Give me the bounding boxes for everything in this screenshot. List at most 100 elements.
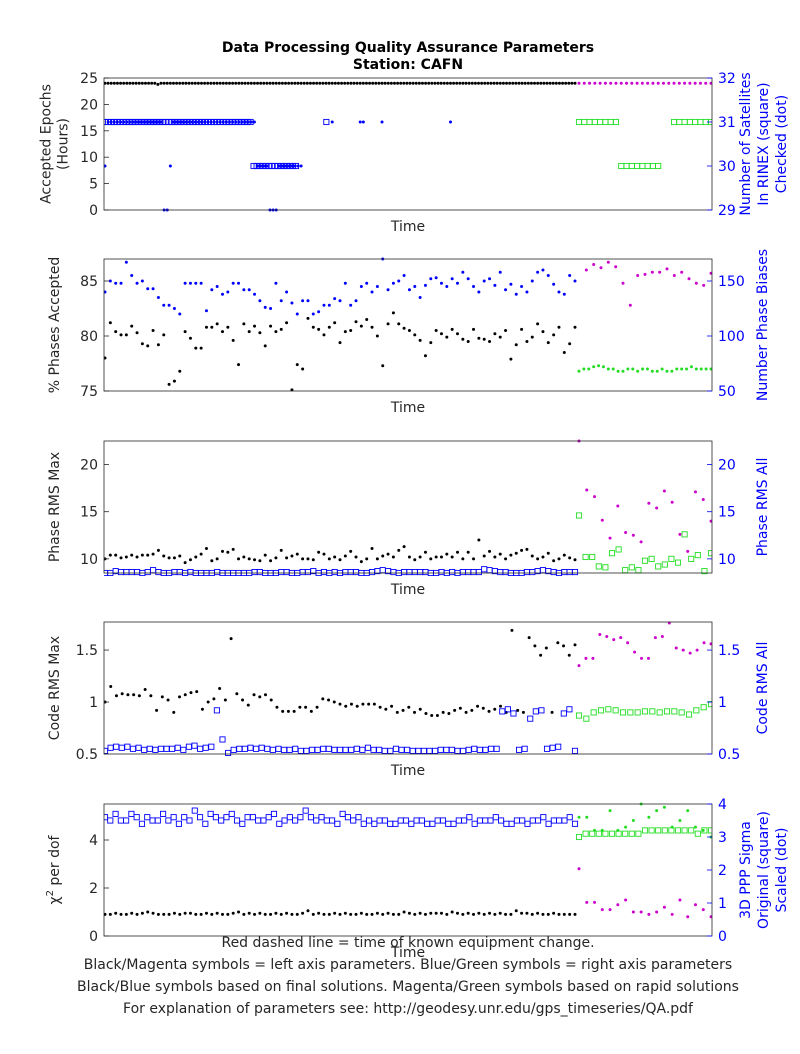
dot-marker: [240, 120, 244, 124]
right-axis-label-line: Code RMS All: [755, 642, 771, 735]
dot-marker: [274, 556, 278, 560]
dot-marker: [693, 490, 697, 494]
square-marker: [297, 747, 304, 754]
dot-marker: [433, 81, 437, 85]
square-marker: [434, 817, 441, 824]
dot-marker: [135, 912, 139, 916]
dot-marker: [492, 81, 496, 85]
dot-marker: [514, 909, 518, 913]
dot-marker: [265, 164, 269, 168]
dot-marker: [204, 546, 208, 550]
dot-marker: [221, 120, 225, 124]
square-marker: [566, 814, 573, 821]
dot-marker: [146, 910, 150, 914]
square-marker: [597, 707, 605, 714]
dot-marker: [530, 335, 534, 339]
dot-marker: [424, 81, 428, 85]
dot-marker: [115, 81, 119, 85]
dot-marker: [628, 303, 632, 307]
dot-marker: [253, 324, 257, 328]
dot-marker: [662, 489, 666, 493]
dot-marker: [544, 646, 548, 650]
dot-marker: [178, 912, 182, 916]
dot-marker: [458, 706, 462, 710]
series-left-rapid-dot: [577, 621, 712, 668]
dot-marker: [322, 303, 326, 307]
dot-marker: [253, 912, 257, 916]
dot-marker: [514, 81, 518, 85]
square-marker: [503, 820, 510, 827]
dot-marker: [349, 702, 353, 706]
square-marker: [371, 820, 378, 827]
dot-marker: [204, 309, 208, 313]
dot-marker: [556, 641, 560, 645]
dot-marker: [120, 692, 124, 696]
square-marker: [566, 569, 573, 576]
square-marker: [387, 747, 394, 754]
square-marker: [454, 747, 461, 754]
dot-marker: [226, 290, 230, 294]
series-right-final-dot: [104, 257, 577, 316]
dot-marker: [258, 559, 262, 563]
square-marker: [404, 746, 411, 753]
dot-marker: [464, 81, 468, 85]
note-line-4: For explanation of parameters see: http:…: [123, 1001, 694, 1017]
dot-marker: [520, 548, 524, 552]
dot-marker: [550, 710, 554, 714]
square-marker: [439, 817, 447, 824]
dot-marker: [552, 333, 556, 337]
square-marker: [549, 744, 556, 751]
square-marker: [202, 820, 209, 827]
dot-marker: [573, 325, 577, 329]
dot-marker: [204, 911, 208, 915]
dot-marker: [694, 281, 698, 285]
square-marker: [602, 564, 609, 571]
dot-marker: [616, 828, 620, 832]
dot-marker: [221, 292, 224, 296]
dot-marker: [162, 554, 166, 558]
dot-marker: [218, 120, 222, 124]
dot-marker: [140, 911, 144, 915]
square-marker: [635, 567, 642, 574]
dot-marker: [355, 704, 359, 708]
x-axis-label: Time: [390, 400, 425, 416]
dot-marker: [210, 912, 214, 916]
dot-marker: [688, 81, 692, 85]
dot-marker: [167, 556, 171, 560]
square-marker: [550, 817, 557, 824]
dot-marker: [229, 637, 233, 641]
left-tick-label: 15: [80, 505, 98, 521]
square-marker: [155, 569, 162, 576]
dot-marker: [434, 555, 438, 559]
square-marker: [117, 569, 125, 576]
square-marker: [413, 817, 420, 824]
left-tick-label: 25: [80, 71, 98, 87]
dot-marker: [147, 120, 151, 124]
dot-marker: [274, 330, 278, 334]
dot-marker: [391, 912, 395, 916]
dot-marker: [175, 81, 179, 85]
dot-marker: [702, 283, 706, 287]
dot-marker: [568, 274, 572, 277]
dot-marker: [125, 81, 129, 85]
square-marker: [523, 569, 530, 576]
dot-marker: [670, 912, 674, 916]
right-tick-label: 29: [718, 203, 736, 219]
dot-marker: [156, 343, 160, 347]
left-tick-label: 0: [89, 203, 98, 219]
square-marker: [123, 569, 130, 576]
dot-marker: [231, 81, 235, 85]
dot-marker: [402, 81, 406, 85]
dot-marker: [423, 283, 427, 287]
square-marker: [693, 707, 700, 714]
dot-marker: [188, 911, 192, 915]
dot-marker: [263, 305, 267, 309]
dot-marker: [340, 81, 344, 85]
dot-marker: [252, 81, 256, 85]
square-marker: [561, 817, 568, 824]
dot-marker: [472, 285, 476, 288]
dot-marker: [381, 364, 385, 368]
right-axis-label-line: Original (square): [756, 811, 772, 929]
square-marker: [128, 569, 135, 576]
right-tick-label: 10: [718, 552, 736, 568]
